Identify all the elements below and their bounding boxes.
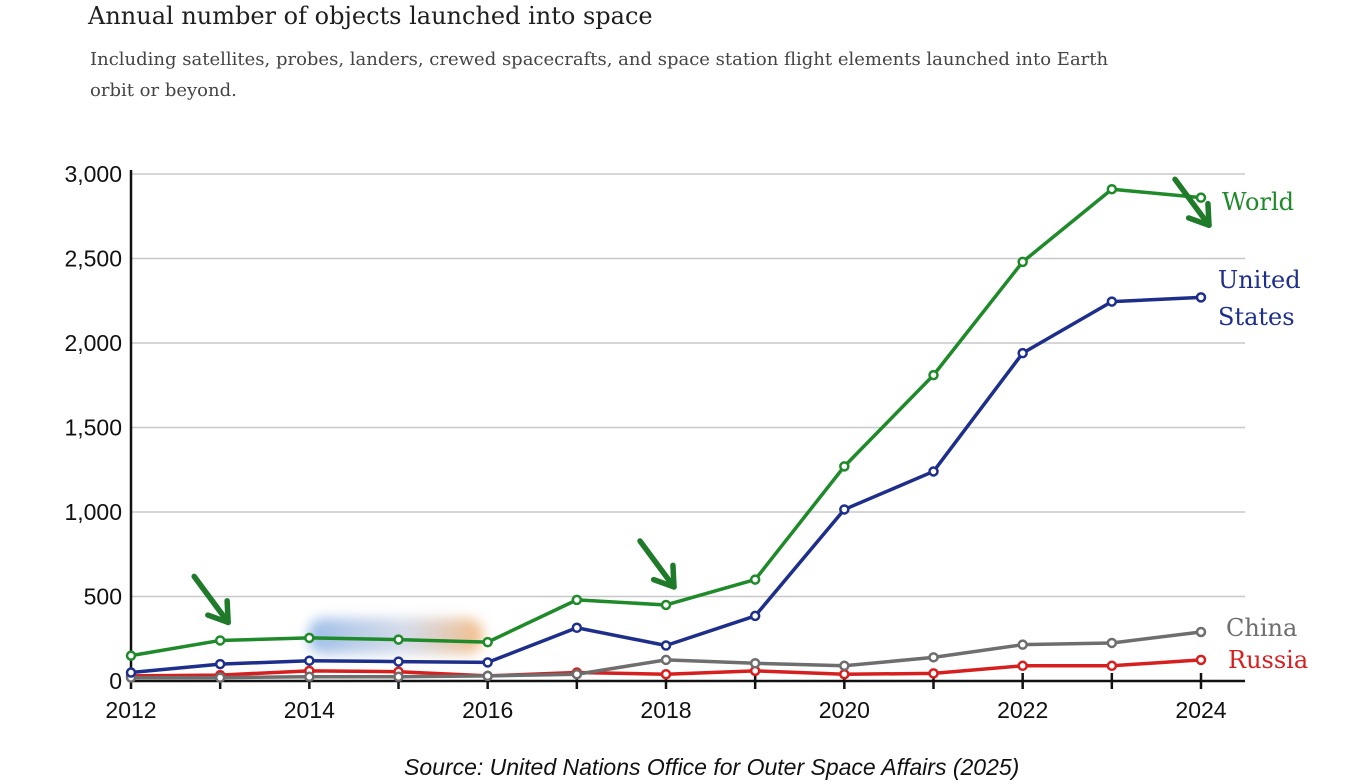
point-united-states-2020 <box>839 504 850 515</box>
arrow-head <box>1185 200 1212 229</box>
point-world-2014 <box>304 632 315 644</box>
point-world-2022 <box>1017 256 1028 268</box>
point-world-2021 <box>928 369 939 381</box>
point-world-2023 <box>1106 183 1118 195</box>
point-russia-2020 <box>839 668 850 680</box>
arrow-head <box>205 598 231 626</box>
series-label-line: World <box>1222 188 1294 216</box>
point-united-states-2021 <box>928 466 939 477</box>
y-tick-label-1000: 1,000 <box>64 499 122 525</box>
point-russia-2018 <box>660 668 672 680</box>
point-united-states-2013 <box>214 658 226 670</box>
source-note: Source: United Nations Office for Outer … <box>404 754 1020 780</box>
point-china-2019 <box>749 658 761 669</box>
annotation-arrow-3 <box>1172 176 1212 229</box>
series-label-line: States <box>1218 303 1295 331</box>
point-russia-2022 <box>1017 660 1028 672</box>
series-label-china: China <box>1226 614 1297 642</box>
grid-lines <box>131 173 1245 598</box>
series-label-line: China <box>1226 614 1297 642</box>
y-tick-label-2500: 2,500 <box>64 246 122 272</box>
point-china-2014 <box>304 671 315 683</box>
point-world-2018 <box>660 599 672 611</box>
series-line-united-states <box>130 295 1202 675</box>
point-united-states-2023 <box>1106 296 1118 307</box>
point-world-2012 <box>125 650 137 661</box>
x-tick-label-2020: 2020 <box>819 697 870 723</box>
point-united-states-2016 <box>482 657 493 668</box>
annotation-arrow-2 <box>637 538 677 590</box>
x-tick-label-2012: 2012 <box>105 697 156 723</box>
point-russia-2021 <box>928 668 939 679</box>
annotation-arrow-1 <box>191 573 231 626</box>
series-united-states <box>125 292 1207 678</box>
point-united-states-2022 <box>1017 347 1028 359</box>
arrow-shaft <box>1172 176 1212 229</box>
point-world-2015 <box>393 634 404 645</box>
point-world-2020 <box>839 461 850 472</box>
y-tick-label-1500: 1,500 <box>64 415 122 441</box>
point-united-states-2019 <box>749 610 761 622</box>
series-china <box>125 626 1207 683</box>
x-tick-label-2016: 2016 <box>462 697 513 723</box>
chart-title: Annual number of objects launched into s… <box>88 2 653 30</box>
tick-labels: 0 500 1,000 1,500 2,000 2,500 3,000 2012 2014 201… <box>64 161 1226 723</box>
point-united-states-2018 <box>660 640 672 651</box>
x-tick-label-2024: 2024 <box>1175 697 1226 723</box>
point-world-2013 <box>214 635 226 646</box>
y-tick-label-2000: 2,000 <box>64 330 122 356</box>
y-tick-label-500: 500 <box>84 584 122 610</box>
point-china-2016 <box>482 670 493 682</box>
point-united-states-2012 <box>125 667 137 678</box>
point-china-2013 <box>214 672 226 683</box>
series-label-russia: Russia <box>1228 646 1308 674</box>
point-united-states-2014 <box>304 655 315 666</box>
point-china-2023 <box>1106 637 1118 649</box>
y-tick-label-0: 0 <box>109 668 122 694</box>
y-tick-label-3000: 3,000 <box>64 161 122 187</box>
point-china-2015 <box>393 671 404 683</box>
x-tick-label-2018: 2018 <box>640 697 691 723</box>
series-lines <box>125 183 1207 683</box>
x-tick-label-2022: 2022 <box>997 697 1048 723</box>
arrow-shaft <box>637 538 677 590</box>
point-china-2017 <box>571 668 583 680</box>
series-label-united-states: United States <box>1218 266 1301 331</box>
series-label-line: United <box>1218 266 1301 294</box>
series-label-world: World <box>1222 188 1294 216</box>
point-world-2024 <box>1195 192 1207 203</box>
x-tick-label-2014: 2014 <box>284 697 335 723</box>
point-china-2021 <box>928 652 939 663</box>
point-china-2018 <box>660 654 672 666</box>
point-united-states-2015 <box>393 656 404 667</box>
point-china-2020 <box>839 660 850 672</box>
arrow-head <box>650 562 677 590</box>
point-united-states-2017 <box>571 622 583 634</box>
annotation-arrows <box>191 176 1212 626</box>
chart-subtitle: Including satellites, probes, landers, c… <box>90 49 1109 101</box>
point-world-2017 <box>571 594 583 606</box>
arrow-shaft <box>191 573 231 626</box>
point-russia-2023 <box>1106 660 1118 672</box>
point-china-2022 <box>1017 639 1028 650</box>
point-world-2016 <box>482 636 493 648</box>
series-labels: Russia China United States World <box>1218 188 1308 674</box>
series-label-line: Russia <box>1228 646 1308 674</box>
point-russia-2024 <box>1195 654 1207 666</box>
series-world <box>125 183 1207 661</box>
point-united-states-2024 <box>1195 292 1207 303</box>
point-china-2024 <box>1195 626 1207 638</box>
point-world-2019 <box>749 574 761 585</box>
axes <box>129 170 1245 689</box>
